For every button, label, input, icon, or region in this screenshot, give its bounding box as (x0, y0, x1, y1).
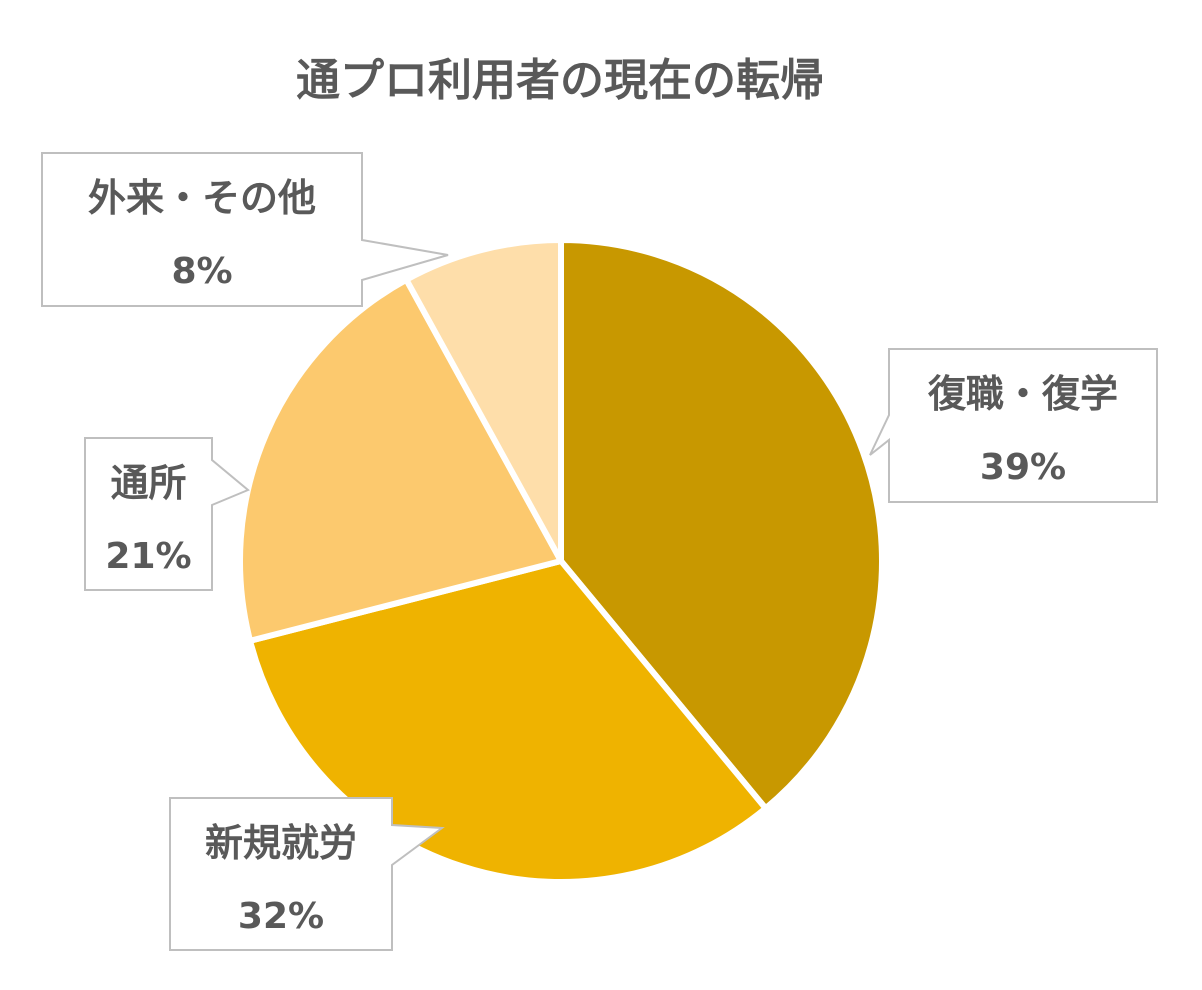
category-label: 新規就労 (205, 821, 357, 865)
chart-title: 通プロ利用者の現在の転帰 (296, 55, 824, 106)
percent-label: 32% (238, 896, 324, 937)
callout-box (169, 797, 445, 951)
callout-new-employment: 新規就労 32% (169, 797, 445, 951)
pie-slices (237, 237, 885, 885)
percent-label: 21% (105, 536, 191, 577)
data-callouts: 復職・復学 39% 新規就労 32% 通所 21% 外来・その他 8% (41, 152, 1158, 951)
callout-return-to-work: 復職・復学 39% (869, 348, 1158, 503)
pie-slice-day-service (237, 276, 564, 644)
category-label: 通所 (110, 461, 186, 505)
callout-day-service: 通所 21% (84, 437, 250, 591)
pie-slice-outpatient-other (403, 237, 564, 564)
callout-box (84, 437, 250, 591)
callout-outpatient-other: 外来・その他 8% (41, 152, 449, 307)
pie-slice-return-to-work (558, 237, 885, 812)
category-label: 外来・その他 (88, 176, 316, 220)
category-label: 復職・復学 (927, 372, 1118, 416)
callout-box (869, 348, 1158, 503)
percent-label: 8% (171, 251, 232, 292)
callout-box (41, 152, 449, 307)
percent-label: 39% (980, 447, 1066, 488)
